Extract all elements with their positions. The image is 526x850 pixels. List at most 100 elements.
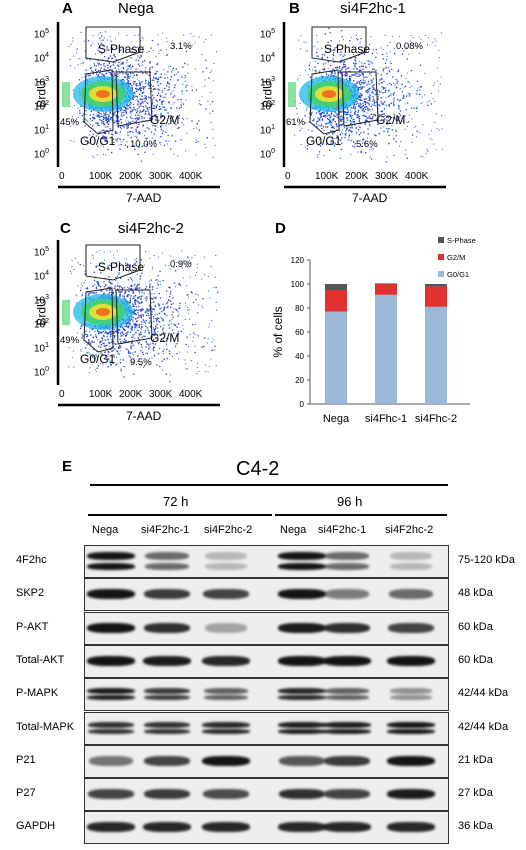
blot-protein-label: P21 (16, 753, 36, 766)
blot-band (387, 728, 435, 734)
legend-swatch (438, 271, 444, 277)
blot-molecular-weight: 75-120 kDa (458, 554, 515, 566)
blot-strip (84, 644, 449, 678)
stacked-bar-chart: 0 20 40 60 80 100 120 % of cells Nega si4Fhc-1 si4… (271, 236, 476, 425)
blot-band (324, 563, 370, 570)
lane-label: Nega (280, 524, 307, 536)
gate-g0g1 (83, 287, 114, 353)
density-dots (288, 27, 443, 163)
flow-y-tick-exponent: 2 (271, 100, 276, 107)
blot-band (202, 655, 250, 666)
flow-y-tick-exponent: 1 (271, 124, 276, 131)
flow-y-tick-label: 104 (34, 270, 49, 282)
density-core (96, 90, 110, 98)
flow-y-tick-base: 10 (34, 29, 46, 41)
flow-y-tick-exponent: 3 (271, 76, 276, 83)
flow-y-tick-base: 10 (260, 101, 272, 113)
flow-y-tick-label: 101 (34, 124, 49, 136)
blot-band (143, 688, 191, 695)
blot-protein-label: P27 (16, 787, 36, 800)
flow-y-tick-label: 103 (260, 76, 275, 88)
bar-segment-g2-m (325, 290, 347, 312)
blot-band (87, 622, 135, 633)
chart-y-tick-label: 120 (291, 256, 305, 265)
flow-y-tick-exponent: 1 (45, 342, 50, 349)
blot-band (144, 563, 190, 570)
blot-band (143, 622, 191, 633)
g0g1-gate-label: G0/G1 (306, 134, 342, 148)
legend-label: S-Phase (447, 236, 476, 245)
flow-x-tick-label: 200K (119, 389, 143, 400)
flow-x-tick-label: 200K (119, 171, 143, 182)
blot-band (323, 622, 371, 633)
density-dots (62, 250, 219, 383)
flow-scatter-plot (56, 240, 220, 407)
blot-band (202, 728, 250, 734)
flow-y-tick-base: 10 (34, 247, 46, 259)
bar-segment-g2-m (425, 286, 447, 307)
blot-band (87, 589, 135, 600)
blot-band (323, 721, 371, 728)
blot-molecular-weight: 60 kDa (458, 653, 493, 666)
bar-segment-s-phase (375, 283, 397, 284)
flow-y-tick-exponent: 5 (45, 28, 50, 35)
gate-g2m (115, 71, 153, 127)
blot-band (143, 789, 191, 800)
blot-band (144, 552, 190, 560)
flow-y-tick-label: 105 (34, 28, 49, 40)
flow-x-axis-label: 7-AAD (126, 409, 162, 423)
lane-label: si4F2hc-1 (318, 524, 367, 536)
blot-band (203, 589, 249, 600)
gate-s-phase (85, 244, 141, 281)
flow-x-tick-label: 0 (285, 171, 291, 182)
flow-y-tick-base: 10 (34, 101, 46, 113)
blot-band (278, 655, 326, 666)
blot-band (87, 655, 135, 666)
g2m-gate-label: G2/M (150, 113, 180, 127)
timepoint-72h: 72 h (163, 494, 189, 509)
flow-y-tick-exponent: 4 (271, 52, 276, 59)
flow-y-tick-label: 103 (34, 76, 49, 88)
legend-swatch (438, 254, 444, 260)
blot-band (143, 589, 191, 600)
bar-segment-s-phase (425, 284, 447, 287)
flow-y-tick-label: 100 (260, 148, 275, 160)
blot-band (143, 695, 191, 701)
chart-category-label: si4Fhc-2 (415, 413, 457, 425)
flow-y-tick-base: 10 (260, 125, 272, 137)
blot-band (205, 563, 247, 570)
flow-y-tick-label: 104 (34, 52, 49, 64)
flow-y-tick-exponent: 4 (45, 52, 50, 59)
blot-band (323, 822, 371, 833)
flow-y-tick-exponent: 2 (45, 100, 50, 107)
blot-band (203, 695, 249, 701)
gate-g2m (115, 289, 153, 345)
s-phase-percent: 3.1% (170, 41, 192, 52)
panel-letter-d: D (275, 220, 286, 237)
blot-band (324, 552, 370, 560)
chart-y-tick-label: 80 (295, 304, 304, 313)
blot-band (87, 563, 135, 570)
density-core (322, 90, 336, 98)
flow-x-tick-label: 400K (179, 171, 203, 182)
density-dots (62, 31, 217, 162)
timepoint-96h-line (275, 514, 447, 516)
bar-segment-g0-g1 (375, 294, 397, 404)
blot-strip (84, 744, 449, 778)
blot-band (203, 688, 249, 695)
flow-x-tick-label: 0 (59, 389, 65, 400)
gate-g2m (341, 71, 379, 127)
flow-y-tick-label: 104 (260, 52, 275, 64)
flow-y-tick-exponent: 0 (45, 148, 50, 155)
blot-band (278, 822, 326, 833)
blot-band (278, 688, 326, 695)
g0g1-gate-label: G0/G1 (80, 352, 116, 366)
chart-y-tick-label: 20 (295, 376, 304, 385)
blot-band (278, 695, 326, 701)
flow-y-tick-label: 100 (34, 148, 49, 160)
flow-y-tick-label: 105 (34, 246, 49, 258)
blot-band (88, 789, 134, 800)
blot-strip (84, 778, 449, 812)
s-phase-gate-label: S-Phase (98, 260, 145, 274)
g0g1-percent: 49% (60, 335, 80, 346)
